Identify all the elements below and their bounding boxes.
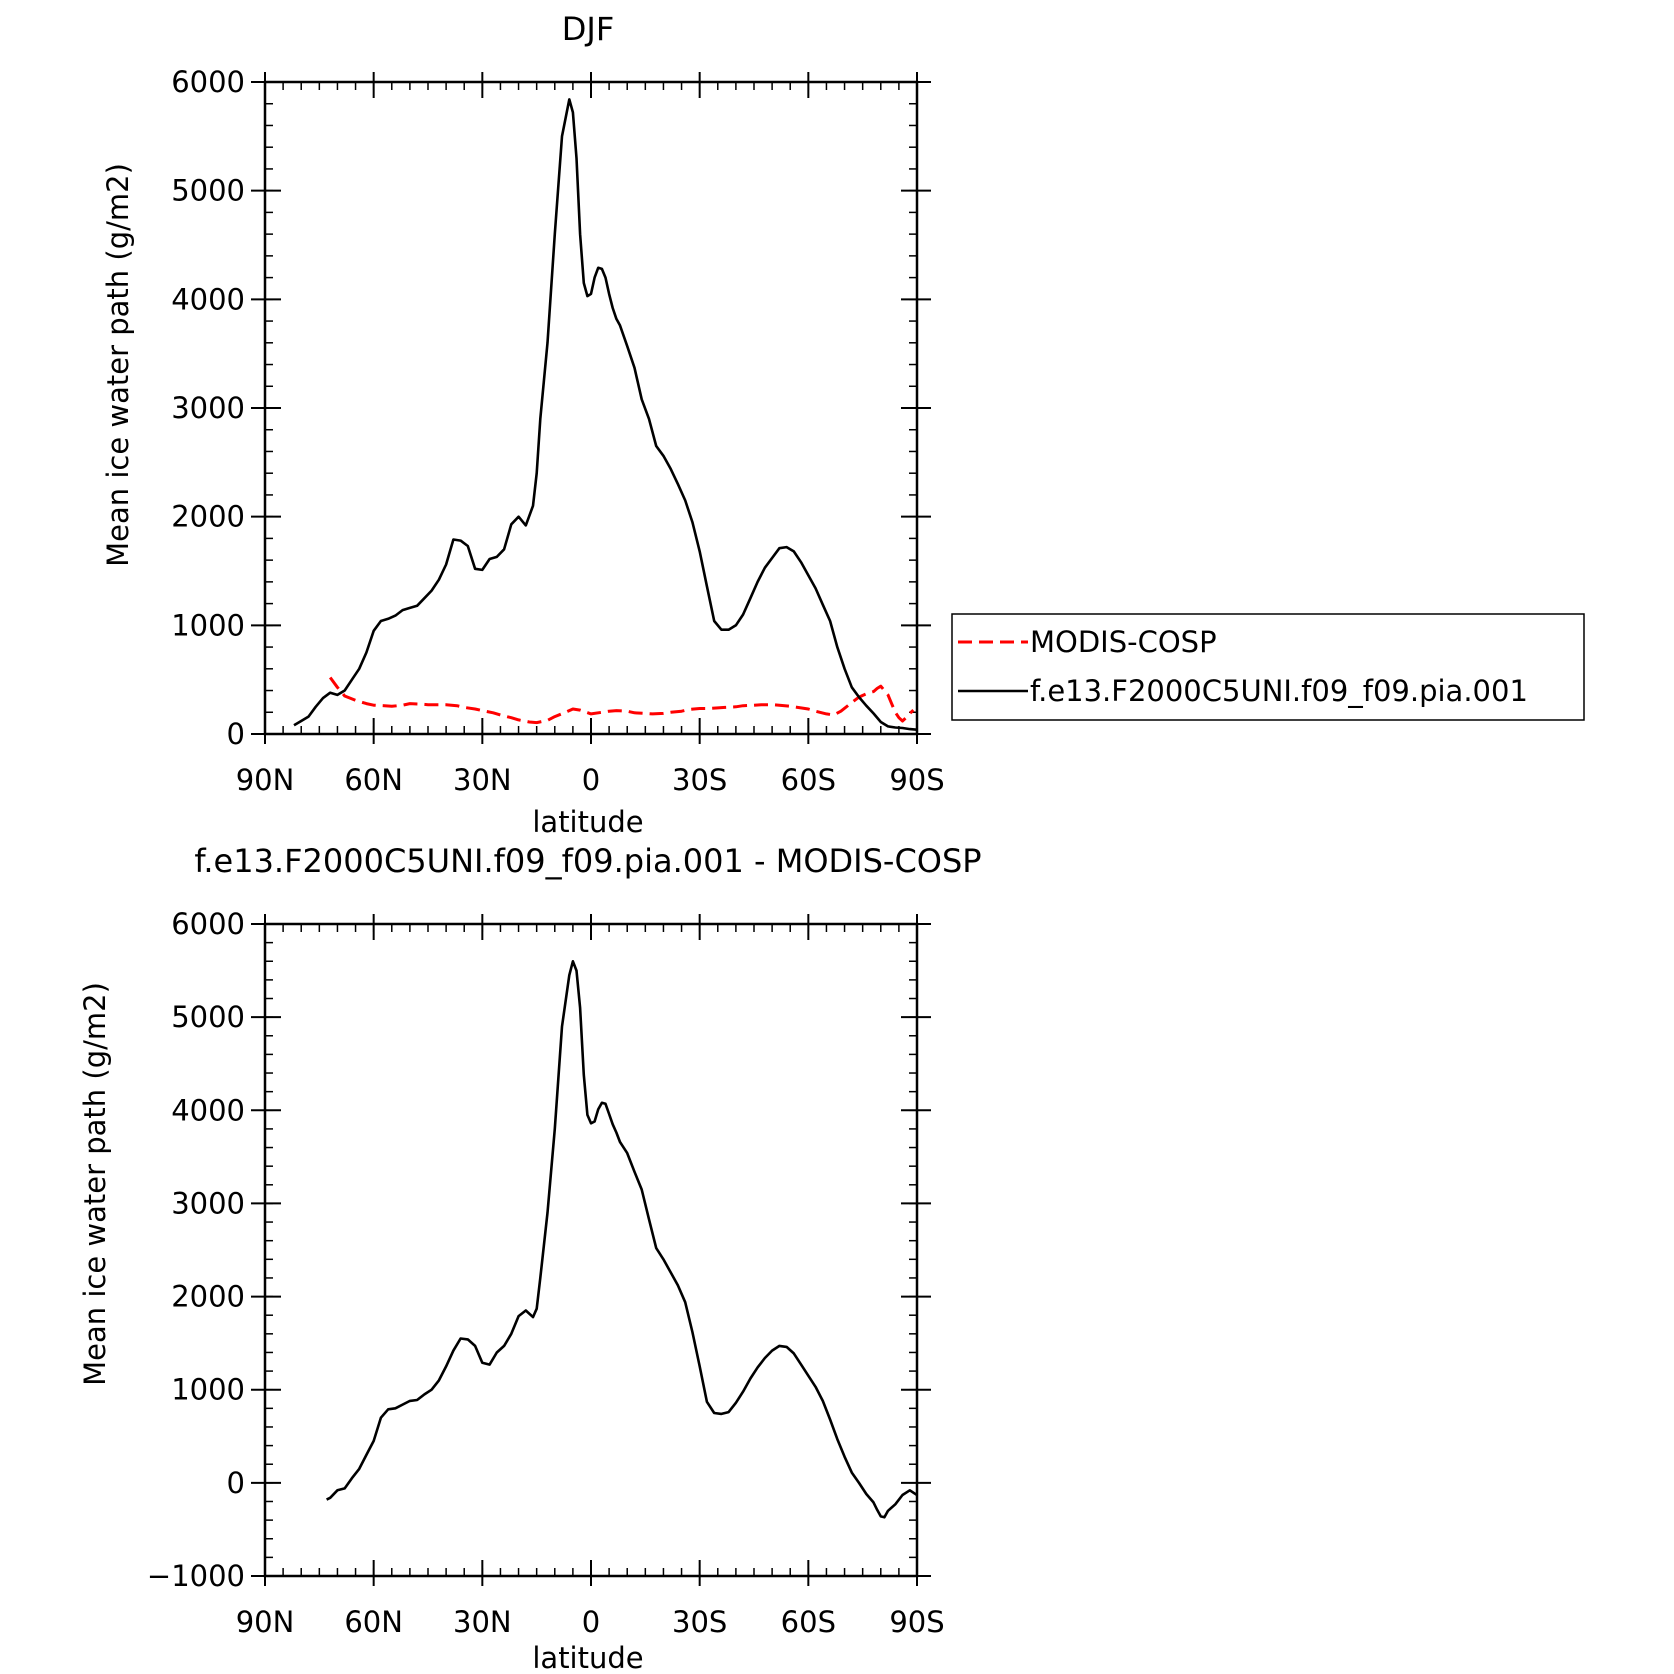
bottom-y-tick-label: 4000 [171, 1093, 245, 1127]
bottom-x-tick-label: 60S [781, 1605, 836, 1639]
top-x-tick-label: 30S [672, 763, 727, 797]
bottom-xlabel: latitude [532, 1641, 643, 1674]
bottom-title: f.e13.F2000C5UNI.f09_f09.pia.001 - MODIS… [194, 842, 981, 880]
top-x-tick-label: 30N [453, 763, 512, 797]
bottom-y-tick-label: 0 [227, 1466, 245, 1500]
bottom-frame [263, 922, 919, 1578]
top-series-line-0 [328, 676, 915, 725]
bottom-x-tick-label: 60N [344, 1605, 403, 1639]
bottom-x-tick-label: 90N [236, 1605, 295, 1639]
top-x-tick-label: 90N [236, 763, 295, 797]
legend: MODIS-COSP f.e13.F2000C5UNI.f09_f09.pia.… [951, 613, 1585, 721]
bottom-plot-area: 90N 60N 30N 0 30S 60S 90S −1000 0 1000 2000 3000 400… [147, 907, 945, 1639]
top-y-tick-label: 3000 [171, 391, 245, 425]
top-title: DJF [562, 10, 614, 48]
bottom-y-tick-label: 6000 [171, 907, 245, 941]
top-panel: DJF 90N 60N 30N 0 30S 60S 90S 0 1000 2000 3000 4000… [101, 10, 1585, 839]
bottom-x-tick-label: 90S [889, 1605, 944, 1639]
top-plot-area: 90N 60N 30N 0 30S 60S 90S 0 1000 2000 3000 4000 5000… [171, 65, 944, 797]
top-y-tick-label: 5000 [171, 174, 245, 208]
legend-label-modis: MODIS-COSP [1030, 625, 1217, 659]
top-y-tick-label: 0 [227, 717, 245, 751]
top-x-tick-label: 0 [582, 763, 600, 797]
top-xlabel: latitude [532, 805, 643, 839]
top-ylabel: Mean ice water path (g/m2) [101, 163, 135, 567]
top-y-tick-label: 1000 [171, 608, 245, 642]
bottom-y-tick-label: 1000 [171, 1373, 245, 1407]
bottom-y-tick-label: 5000 [171, 1000, 245, 1034]
bottom-x-tick-label: 30S [672, 1605, 727, 1639]
top-frame [263, 80, 919, 736]
bottom-x-tick-label: 0 [582, 1605, 600, 1639]
top-y-tick-label: 4000 [171, 282, 245, 316]
top-x-tick-label: 60S [781, 763, 836, 797]
top-series-line-1 [293, 98, 917, 731]
legend-box [951, 613, 1585, 721]
bottom-y-tick-label: 2000 [171, 1280, 245, 1314]
bottom-series-line-0 [326, 959, 917, 1519]
bottom-panel: f.e13.F2000C5UNI.f09_f09.pia.001 - MODIS… [78, 842, 982, 1674]
legend-label-model: f.e13.F2000C5UNI.f09_f09.pia.001 [1030, 674, 1528, 708]
bottom-x-tick-label: 30N [453, 1605, 512, 1639]
top-y-tick-label: 6000 [171, 65, 245, 99]
top-x-tick-label: 90S [889, 763, 944, 797]
bottom-ylabel: Mean ice water path (g/m2) [78, 982, 112, 1386]
top-x-tick-label: 60N [344, 763, 403, 797]
bottom-y-tick-label: 3000 [171, 1186, 245, 1220]
bottom-y-tick-label: −1000 [147, 1559, 245, 1593]
top-y-tick-label: 2000 [171, 500, 245, 534]
